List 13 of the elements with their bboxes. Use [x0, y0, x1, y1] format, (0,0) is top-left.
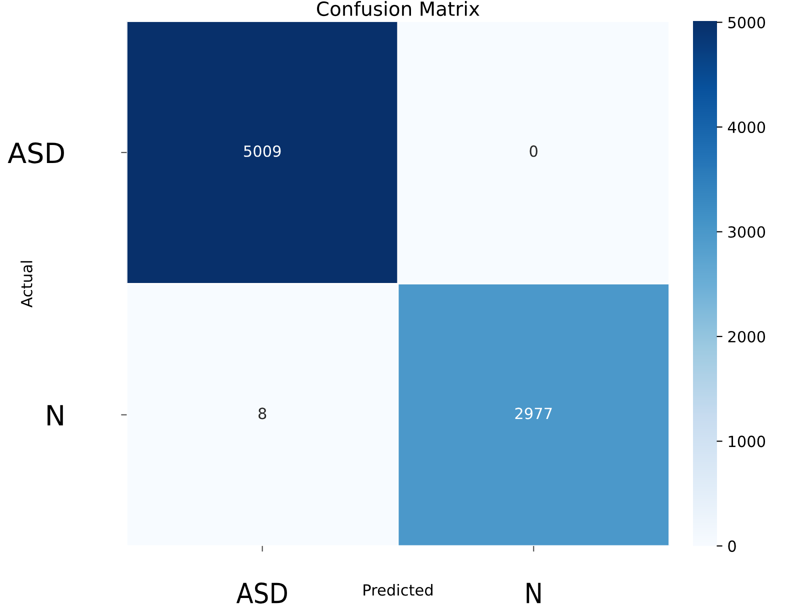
data-label: 8 — [258, 408, 266, 420]
color-bar-label: 1000 — [728, 436, 766, 448]
color-bar-label: 3000 — [728, 226, 766, 238]
y-axis-title: Actual — [20, 261, 32, 308]
data-label: 2977 — [515, 408, 552, 420]
x-axis-title: Predicted — [364, 584, 432, 596]
chart-title: Confusion Matrix — [317, 1, 480, 16]
color-bar-label: 5000 — [728, 16, 766, 28]
color-bar-label: 0 — [728, 540, 736, 552]
data-label: 5009 — [244, 145, 281, 157]
color-bar-label: 2000 — [728, 330, 766, 343]
data-label: 0 — [530, 145, 538, 157]
color-bar-label: 4000 — [728, 121, 766, 134]
